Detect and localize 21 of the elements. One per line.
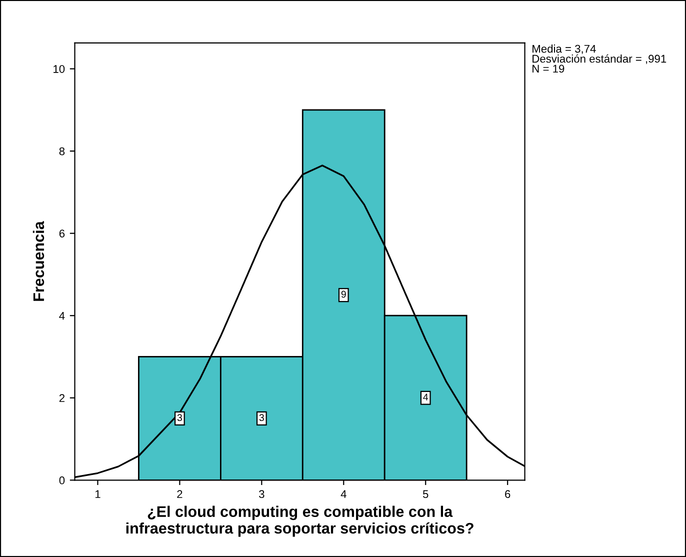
data-label: 3 bbox=[259, 414, 264, 422]
text: N = 19 bbox=[532, 64, 564, 73]
x-tick-label: 1 bbox=[95, 490, 100, 498]
x-tick-label: 5 bbox=[422, 490, 428, 498]
text: Desviación estándar = ,991 bbox=[532, 54, 666, 64]
y-tick-label: 2 bbox=[59, 394, 64, 402]
y-tick-label: 10 bbox=[54, 65, 65, 73]
data-label: 4 bbox=[423, 394, 428, 400]
x-axis-title: ¿El cloud computing es compatible con la infraestructura para soportar servicios críticos? bbox=[126, 506, 474, 537]
x-tick-label: 4 bbox=[340, 490, 346, 498]
x-tick-label: 2 bbox=[177, 490, 182, 498]
x-tick-label: 3 bbox=[259, 490, 264, 498]
data-label: 9 bbox=[341, 290, 346, 298]
data-label: 3 bbox=[177, 414, 182, 422]
y-tick-label: 4 bbox=[59, 312, 65, 320]
y-tick-label: 8 bbox=[59, 147, 65, 156]
y-tick-label: 0 bbox=[59, 476, 65, 484]
y-axis-title: Frecuencia bbox=[32, 221, 44, 301]
x-tick-label: 6 bbox=[505, 490, 510, 498]
y-tick-label: 6 bbox=[59, 230, 65, 238]
text: Media = 3,74 bbox=[532, 44, 596, 54]
